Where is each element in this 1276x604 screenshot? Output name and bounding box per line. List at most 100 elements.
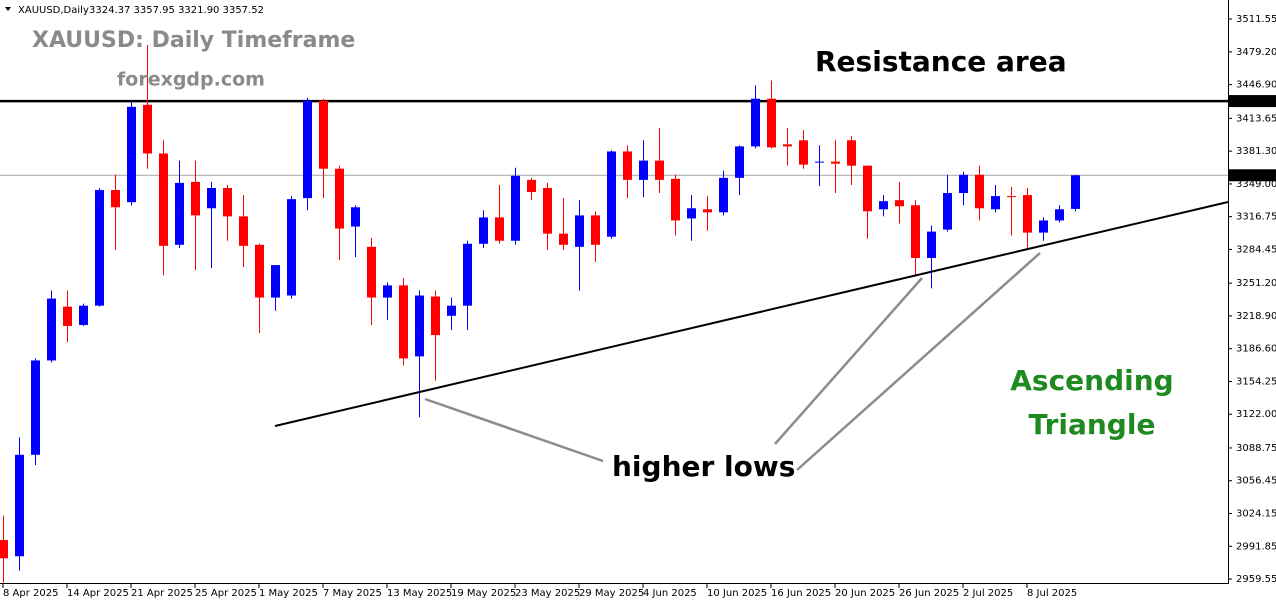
x-tick-label: 13 May 2025 [387, 588, 452, 599]
x-tick-label: 14 Apr 2025 [67, 588, 129, 599]
price-line-label: 3357.52 [1236, 170, 1276, 181]
x-tick-label: 8 Jul 2025 [1027, 588, 1077, 599]
candle-body [223, 187, 232, 217]
candle-body [927, 231, 936, 258]
candle-body [511, 175, 520, 241]
y-tick-label: 3186.60 [1236, 344, 1276, 355]
candle-body [399, 285, 408, 359]
candle-body [671, 178, 680, 221]
candle-body [303, 100, 312, 199]
candle-body [767, 98, 776, 148]
x-tick-label: 29 May 2025 [579, 588, 644, 599]
candle-body [175, 182, 184, 245]
candle-body [975, 174, 984, 209]
candle-body [959, 174, 968, 194]
candle-body [815, 161, 824, 163]
candle-body [319, 100, 328, 169]
candle-body [0, 540, 8, 559]
header-values: 3324.37 3357.95 3321.90 3357.52 [89, 5, 264, 16]
candle-body [383, 285, 392, 298]
candle-body [191, 181, 200, 216]
candle-body [655, 160, 664, 180]
candle-body [591, 215, 600, 245]
candle-body [719, 177, 728, 213]
candle-body [95, 190, 104, 306]
candle-body [255, 244, 264, 298]
candle-body [799, 140, 808, 165]
header-icon [5, 7, 11, 11]
x-tick-label: 2 Jul 2025 [963, 588, 1013, 599]
resistance-line-label-bg [1229, 95, 1276, 108]
candle-body [447, 305, 456, 316]
candle-body [783, 144, 792, 147]
candle-body [639, 160, 648, 180]
header-symbol: XAUUSD,Daily [18, 5, 89, 16]
candle-body [287, 199, 296, 296]
candle-body [527, 179, 536, 193]
candle-body [911, 205, 920, 258]
candle-body [15, 454, 24, 557]
candle-body [847, 140, 856, 166]
pointer-line [796, 252, 1041, 471]
y-tick-label: 3479.20 [1236, 47, 1276, 58]
pointer-line [424, 397, 604, 463]
plot-area [0, 44, 1228, 583]
candle-body [143, 104, 152, 154]
candle-body [687, 208, 696, 219]
candle-body [495, 217, 504, 241]
candle-body [63, 306, 72, 326]
candle-body [31, 360, 40, 455]
y-tick-label: 3316.75 [1236, 212, 1276, 223]
candle-body [479, 217, 488, 244]
candle-body [111, 190, 120, 208]
candle-body [623, 151, 632, 180]
x-tick-label: 1 May 2025 [259, 588, 318, 599]
y-tick-label: 3251.20 [1236, 278, 1276, 289]
candle-body [271, 265, 280, 298]
candle-body [1071, 175, 1080, 209]
candle-body [575, 215, 584, 247]
y-tick-label: 3381.30 [1236, 146, 1276, 157]
candle-body [991, 196, 1000, 210]
candle-body [879, 201, 888, 210]
candle-body [751, 98, 760, 147]
candle-body [239, 216, 248, 246]
candle-body [831, 161, 840, 164]
candle-body [463, 243, 472, 306]
x-tick-label: 26 Jun 2025 [899, 588, 959, 599]
candle-body [1055, 209, 1064, 221]
y-tick-label: 3088.75 [1236, 443, 1276, 454]
y-tick-label: 2991.85 [1236, 541, 1276, 552]
x-tick-label: 4 Jun 2025 [643, 588, 697, 599]
candle-body [207, 187, 216, 209]
annotation: higher lows [612, 450, 795, 483]
x-tick-label: 19 May 2025 [451, 588, 516, 599]
annotation: forexgdp.com [117, 69, 265, 91]
y-tick-label: 3284.45 [1236, 244, 1276, 255]
candle-body [127, 106, 136, 203]
x-tick-label: 16 Jun 2025 [771, 588, 831, 599]
candle-body [863, 165, 872, 212]
candle-body [159, 153, 168, 246]
annotation: Resistance area [815, 45, 1067, 78]
x-tick-label: 7 May 2025 [323, 588, 382, 599]
candle-body [415, 295, 424, 357]
annotation: Triangle [1029, 408, 1156, 441]
y-tick-label: 3024.15 [1236, 508, 1276, 519]
x-tick-label: 21 Apr 2025 [131, 588, 193, 599]
candle-body [1023, 195, 1032, 233]
trend-line [274, 201, 1229, 427]
resistance-line-label: 3430.68 [1236, 96, 1276, 107]
price-line-label-bg [1229, 169, 1276, 182]
candle-body [607, 151, 616, 237]
annotation: Ascending [1010, 364, 1173, 397]
candle-body [79, 305, 88, 325]
candle-body [431, 296, 440, 336]
y-tick-label: 3511.55 [1236, 14, 1276, 25]
y-tick-label: 3122.00 [1236, 409, 1276, 420]
x-tick-label: 10 Jun 2025 [707, 588, 767, 599]
candle-body [367, 246, 376, 298]
y-tick-label: 3056.45 [1236, 476, 1276, 487]
annotation: XAUUSD: Daily Timeframe [32, 28, 355, 53]
